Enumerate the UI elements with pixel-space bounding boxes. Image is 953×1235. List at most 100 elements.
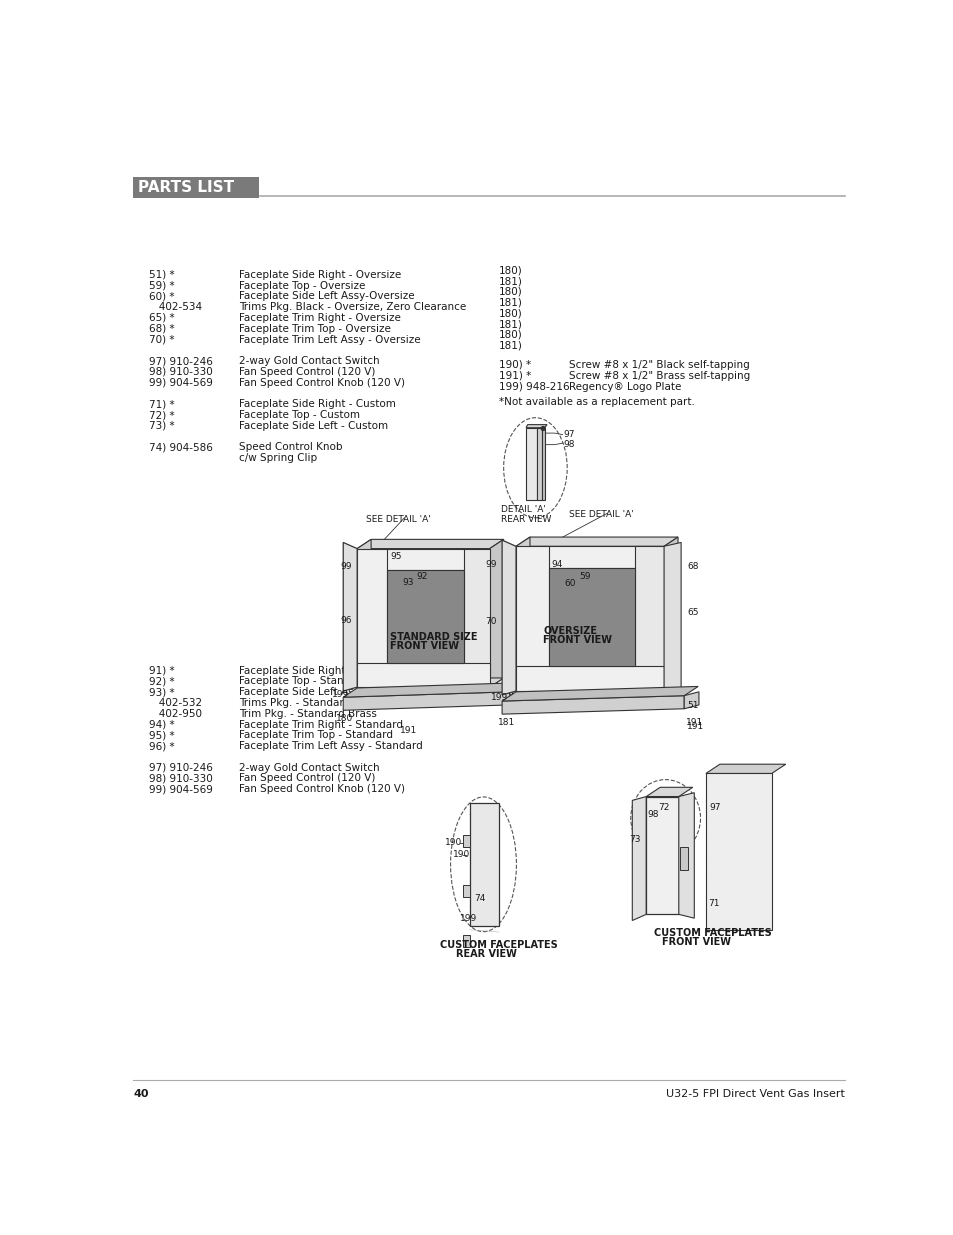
Polygon shape [679,846,687,869]
Polygon shape [537,427,541,500]
Text: Faceplate Side Right - Oversize: Faceplate Side Right - Oversize [239,270,401,280]
Text: 97: 97 [709,803,720,811]
Polygon shape [549,568,634,667]
Text: 402-950: 402-950 [149,709,201,719]
Text: Faceplate Side Left Assy - Standard: Faceplate Side Left Assy - Standard [239,687,423,698]
Text: 98: 98 [562,440,575,450]
Text: Faceplate Trim Top - Standard: Faceplate Trim Top - Standard [239,730,393,740]
Text: Faceplate Top - Oversize: Faceplate Top - Oversize [239,280,365,290]
Text: Faceplate Trim Left Assy - Standard: Faceplate Trim Left Assy - Standard [239,741,423,751]
Text: OVERSIZE: OVERSIZE [542,626,597,636]
Text: Trims Pkg. Black - Oversize, Zero Clearance: Trims Pkg. Black - Oversize, Zero Cleara… [239,303,466,312]
Text: 70) *: 70) * [149,335,174,345]
Text: Fan Speed Control Knob (120 V): Fan Speed Control Knob (120 V) [239,378,405,388]
Text: 190) *: 190) * [498,359,531,370]
Polygon shape [356,540,503,548]
Text: Speed Control Knob: Speed Control Knob [239,442,342,452]
Polygon shape [679,793,694,918]
Polygon shape [501,687,698,701]
Text: CUSTOM FACEPLATES: CUSTOM FACEPLATES [654,929,771,939]
Text: SEE DETAIL 'A': SEE DETAIL 'A' [568,510,633,519]
Text: 2-way Gold Contact Switch: 2-way Gold Contact Switch [239,763,379,773]
Polygon shape [343,683,523,698]
Polygon shape [356,540,371,687]
Polygon shape [501,540,516,695]
Polygon shape [516,537,530,692]
Text: Faceplate Side Left - Custom: Faceplate Side Left - Custom [239,421,388,431]
Text: 71) *: 71) * [149,399,174,409]
Polygon shape [705,764,785,773]
Text: Screw #8 x 1/2" Brass self-tapping: Screw #8 x 1/2" Brass self-tapping [568,370,749,380]
Polygon shape [356,548,386,687]
Text: 191: 191 [686,721,704,731]
Text: Screw #8 x 1/2" Black self-tapping: Screw #8 x 1/2" Black self-tapping [568,359,749,370]
Text: Faceplate Trim Right - Oversize: Faceplate Trim Right - Oversize [239,312,401,324]
Text: Trims Pkg. - Standard Black: Trims Pkg. - Standard Black [239,698,382,708]
Text: 68: 68 [686,562,699,571]
Text: FRONT VIEW: FRONT VIEW [661,937,730,947]
Text: 96) *: 96) * [149,741,174,751]
Text: *Not available as a replacement part.: *Not available as a replacement part. [498,396,694,406]
Text: 2-way Gold Contact Switch: 2-way Gold Contact Switch [239,356,379,366]
Text: 91: 91 [507,689,518,699]
Polygon shape [463,885,469,898]
Text: Faceplate Top - Standard: Faceplate Top - Standard [239,677,368,687]
Text: 65: 65 [686,608,699,618]
Text: 199: 199 [332,689,349,699]
Polygon shape [705,773,771,930]
Polygon shape [663,542,680,695]
Text: 181): 181) [498,298,522,308]
Polygon shape [516,667,663,692]
Text: 94) *: 94) * [149,720,174,730]
Text: Regency® Logo Plate: Regency® Logo Plate [568,382,680,391]
Polygon shape [356,548,489,571]
Text: 51) *: 51) * [149,270,174,280]
Text: 73) *: 73) * [149,421,174,431]
Text: 180: 180 [335,714,353,724]
Text: Faceplate Trim Top - Oversize: Faceplate Trim Top - Oversize [239,324,391,333]
Text: 190: 190 [452,851,469,860]
Text: 98: 98 [647,810,659,819]
Text: Faceplate Trim Left Assy - Oversize: Faceplate Trim Left Assy - Oversize [239,335,420,345]
Text: 97) 910-246: 97) 910-246 [149,356,213,366]
Text: 191) *: 191) * [498,370,531,380]
Text: CUSTOM FACEPLATES: CUSTOM FACEPLATES [439,940,558,950]
Text: 99: 99 [340,562,352,572]
Polygon shape [516,546,549,692]
Text: Faceplate Top - Custom: Faceplate Top - Custom [239,410,360,420]
Text: 97) 910-246: 97) 910-246 [149,763,213,773]
Polygon shape [634,546,663,692]
Text: 181): 181) [498,341,522,351]
Text: SEE DETAIL 'A': SEE DETAIL 'A' [365,515,430,524]
Text: 191: 191 [685,718,702,727]
Text: 96: 96 [340,616,352,625]
Text: REAR VIEW: REAR VIEW [500,515,550,524]
Text: 74) 904-586: 74) 904-586 [149,442,213,452]
Text: c/w Spring Clip: c/w Spring Clip [239,453,317,463]
Polygon shape [463,935,469,947]
Text: 40: 40 [133,1089,149,1099]
Text: 180): 180) [498,287,522,296]
Polygon shape [516,682,678,692]
Text: STANDARD SIZE: STANDARD SIZE [390,632,477,642]
Text: 181: 181 [497,718,515,727]
Text: Faceplate Side Right - Standard: Faceplate Side Right - Standard [239,666,403,676]
Text: 180): 180) [498,309,522,319]
Polygon shape [469,803,498,926]
Polygon shape [516,546,663,568]
Text: 92) *: 92) * [149,677,174,687]
Polygon shape [489,540,503,687]
Text: 180): 180) [498,330,522,340]
Text: 92: 92 [416,573,427,582]
Text: Fan Speed Control (120 V): Fan Speed Control (120 V) [239,773,375,783]
Text: 93: 93 [402,578,414,587]
Text: 199: 199 [459,914,477,924]
Text: 191: 191 [399,726,416,735]
Text: 70: 70 [484,618,496,626]
Text: 190: 190 [444,839,461,847]
Text: Fan Speed Control (120 V): Fan Speed Control (120 V) [239,367,375,377]
Text: 402-534: 402-534 [149,303,202,312]
Text: REAR VIEW: REAR VIEW [456,948,516,960]
Text: 72) *: 72) * [149,410,174,420]
Text: Fan Speed Control Knob (120 V): Fan Speed Control Knob (120 V) [239,784,405,794]
